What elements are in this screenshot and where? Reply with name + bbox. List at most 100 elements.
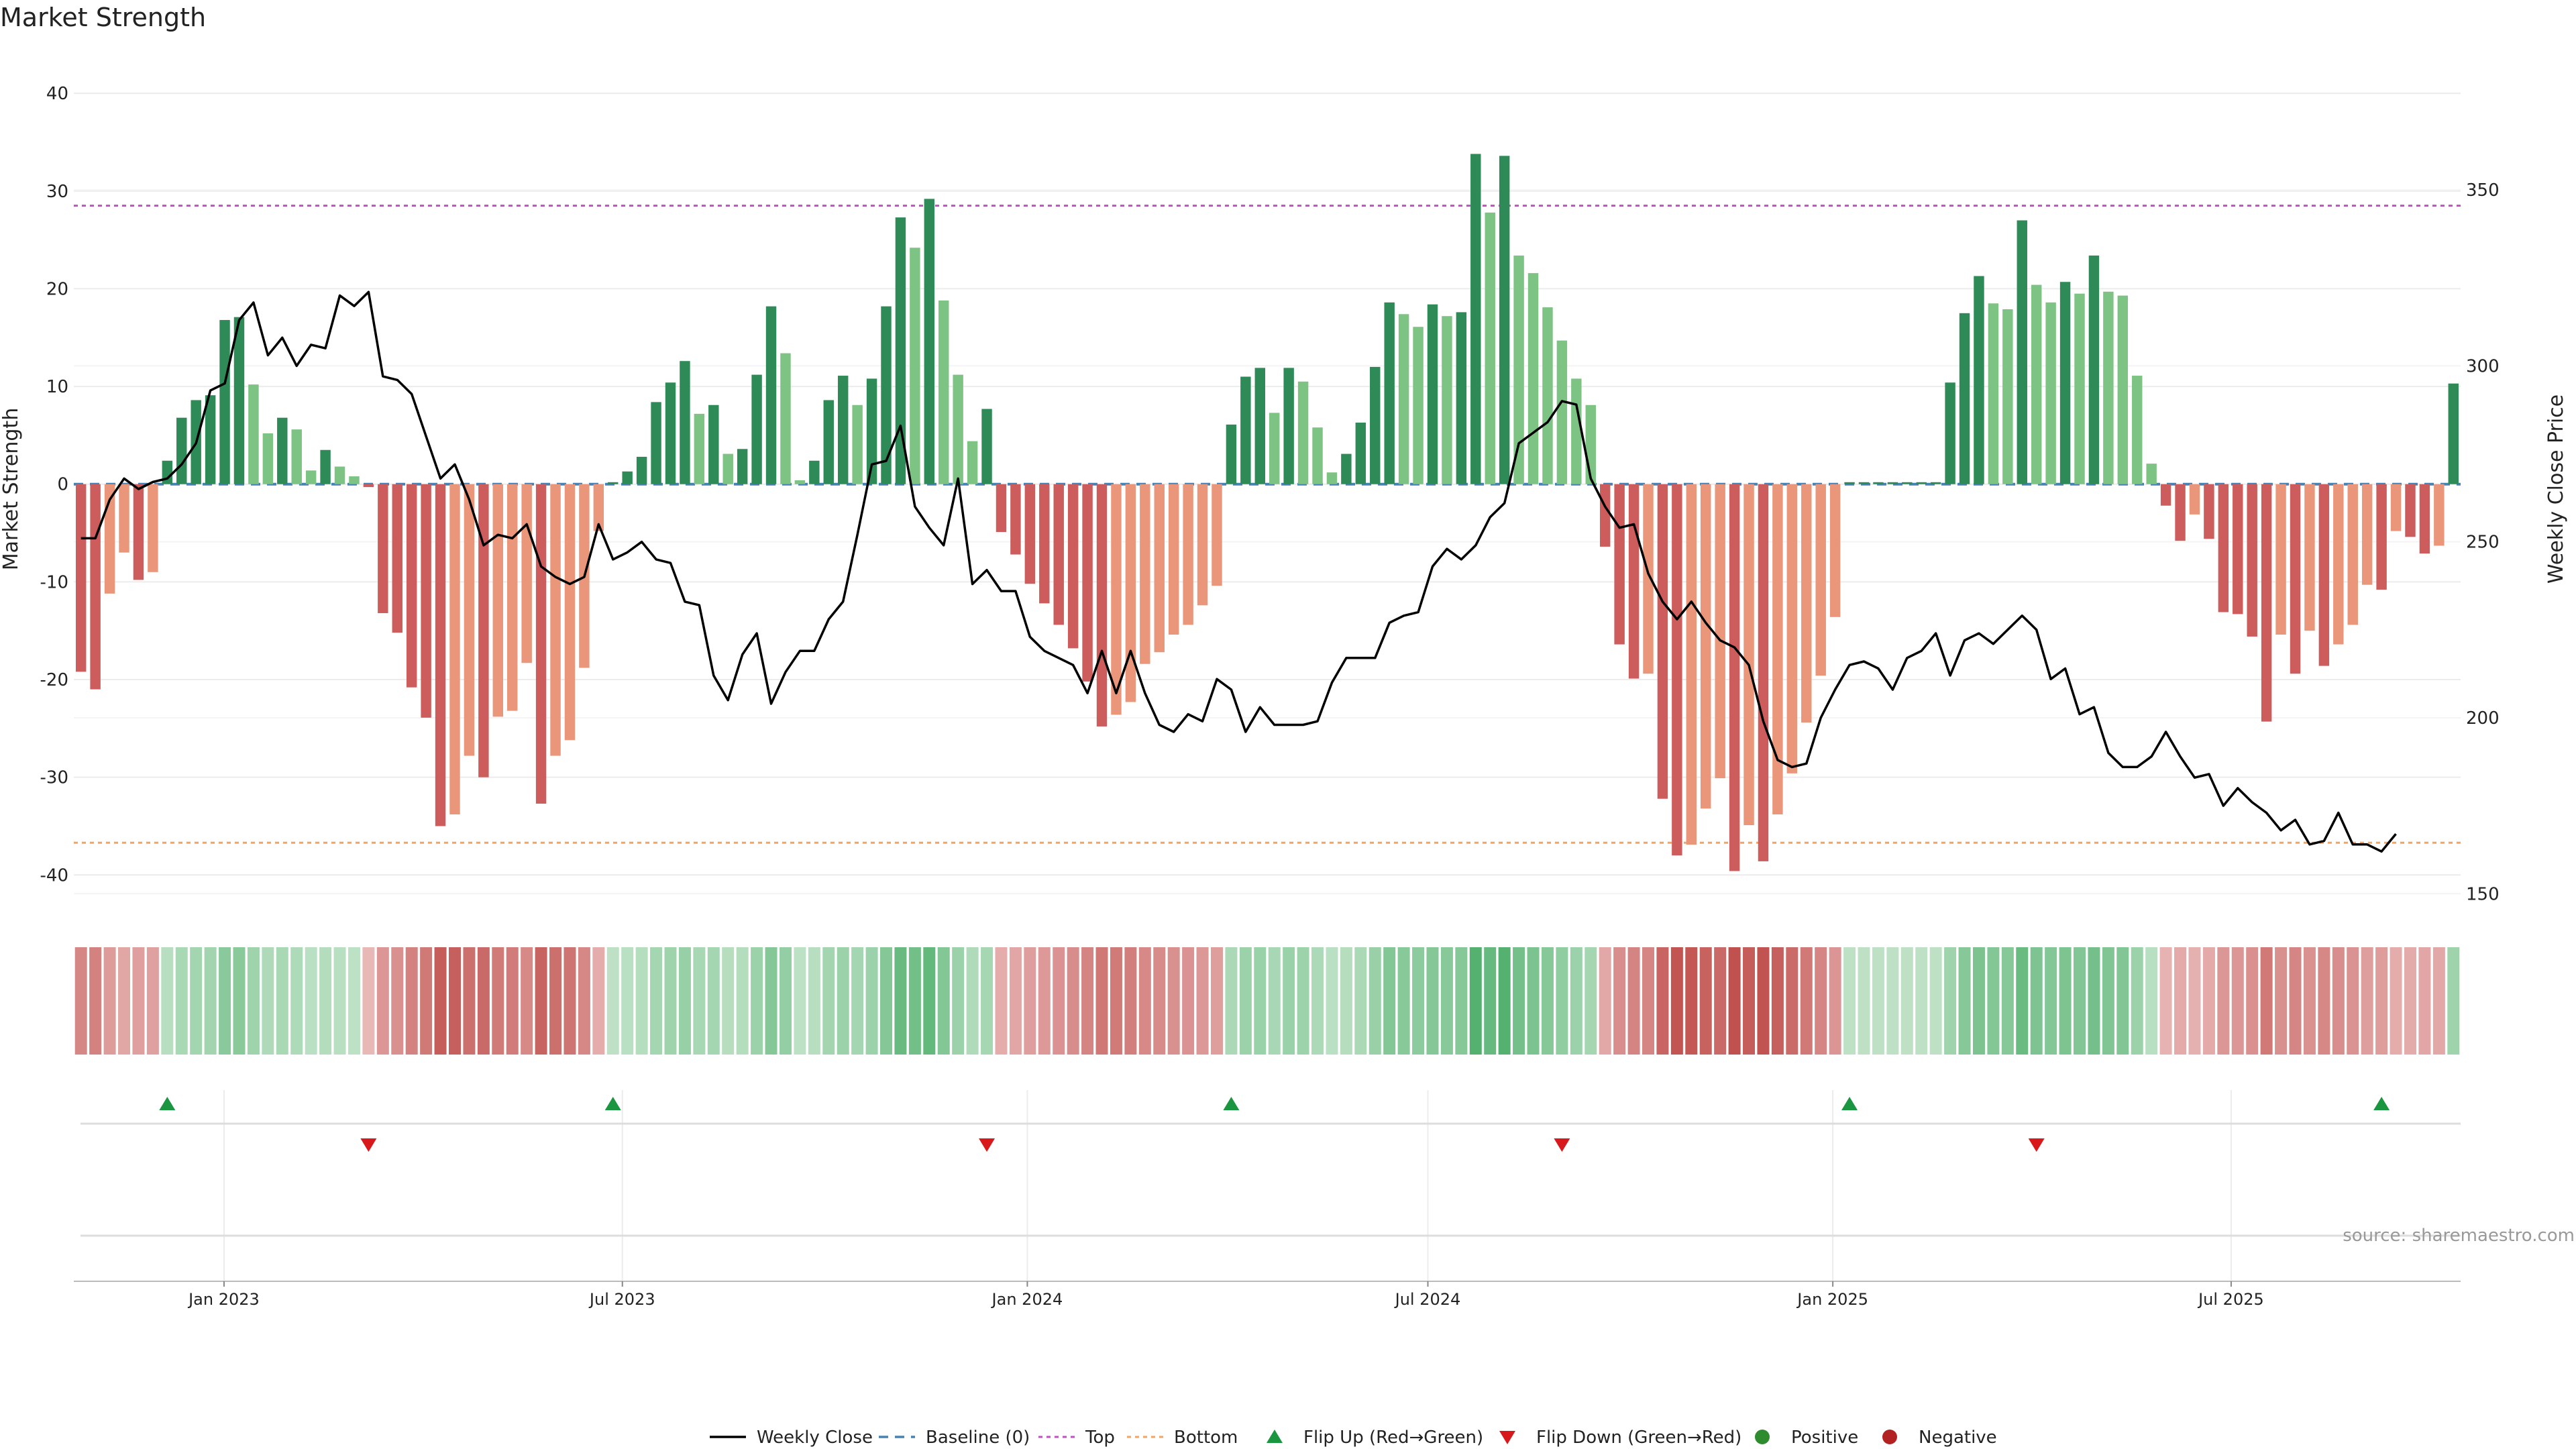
heat-cell [2088, 947, 2100, 1055]
heat-cell [2318, 947, 2330, 1055]
heat-cell [2275, 947, 2288, 1055]
strength-bar [262, 433, 274, 484]
strength-bar [1413, 327, 1424, 484]
strength-bar [2304, 484, 2315, 631]
heat-cell [492, 947, 504, 1055]
y-tick-label: -10 [40, 572, 68, 592]
y-tick-label: -40 [40, 865, 68, 885]
legend-label: Flip Down (Green→Red) [1536, 1428, 1741, 1448]
heat-cell [1513, 947, 1525, 1055]
heat-cell [1254, 947, 1267, 1055]
heat-cell [175, 947, 188, 1055]
heat-cell [808, 947, 820, 1055]
strength-bar [90, 484, 101, 690]
strength-bar [2059, 282, 2071, 484]
heat-cell [1685, 947, 1698, 1055]
y-tick-label: 10 [46, 377, 68, 397]
strength-bar [349, 476, 360, 484]
heat-cell [333, 947, 346, 1055]
strength-bar [507, 484, 518, 711]
strength-bar [1902, 482, 1913, 484]
strength-bar [1988, 303, 1999, 484]
heat-cell [1858, 947, 1870, 1055]
strength-bar [651, 402, 661, 484]
strength-bar [162, 460, 173, 484]
legend-item: Top [1038, 1428, 1115, 1448]
heat-cell [1182, 947, 1195, 1055]
heat-cell [2030, 947, 2043, 1055]
strength-bar [1427, 304, 1438, 484]
strength-bar [1240, 376, 1251, 484]
strength-bar [2088, 255, 2100, 484]
heat-cell [290, 947, 303, 1055]
heat-cell [751, 947, 763, 1055]
y2-tick-label: 300 [2466, 356, 2500, 376]
y-tick-label: -30 [40, 768, 68, 788]
heat-cell [1886, 947, 1899, 1055]
heat-cell [1283, 947, 1295, 1055]
heat-cell [1153, 947, 1166, 1055]
heat-cell [908, 947, 921, 1055]
legend-swatch [1882, 1430, 1897, 1444]
strength-bar [148, 484, 158, 572]
heat-cell [1613, 947, 1626, 1055]
heat-cell [204, 947, 217, 1055]
heat-cell [765, 947, 777, 1055]
flip-up-marker [604, 1097, 621, 1110]
heat-cell [2418, 947, 2431, 1055]
heat-cell [1800, 947, 1813, 1055]
heat-cell [276, 947, 288, 1055]
heat-cell [1786, 947, 1799, 1055]
flip-up-marker [159, 1097, 176, 1110]
strength-bar [119, 484, 129, 553]
heat-cell [664, 947, 677, 1055]
heat-cell [880, 947, 893, 1055]
strength-bar [2333, 484, 2344, 645]
strength-bar [521, 484, 532, 663]
strength-bar [334, 466, 345, 484]
heat-cell [1484, 947, 1497, 1055]
strength-bar [852, 405, 863, 484]
legend-label: Flip Up (Red→Green) [1303, 1428, 1483, 1448]
strength-bar [1715, 484, 1725, 779]
weekly-close-line [80, 290, 2397, 853]
heat-cell [103, 947, 116, 1055]
strength-bar [1974, 276, 1984, 484]
strength-bar [1801, 484, 1812, 723]
heat-cell [2102, 947, 2114, 1055]
heat-cell [1340, 947, 1352, 1055]
strength-bar [1571, 378, 1582, 484]
strength-bar [1614, 484, 1625, 645]
y-tick-label: 30 [46, 182, 68, 202]
strength-bar [1815, 484, 1826, 676]
heat-cell [1081, 947, 1094, 1055]
strength-bar [1873, 482, 1884, 484]
strength-bar [981, 409, 992, 484]
strength-bar [1513, 255, 1524, 484]
heat-cell [1872, 947, 1884, 1055]
strength-bar [1758, 484, 1769, 861]
heat-cell [1326, 947, 1338, 1055]
legend-label: Top [1085, 1428, 1115, 1448]
heat-cell [1268, 947, 1281, 1055]
strength-bar [2448, 383, 2459, 484]
strength-bar [1643, 484, 1654, 674]
heat-cell [2045, 947, 2057, 1055]
strength-bar [277, 417, 288, 484]
strength-bar [378, 484, 388, 613]
heat-cell [1728, 947, 1741, 1055]
heat-cell [621, 947, 634, 1055]
strength-bar [492, 484, 504, 717]
strength-bar [953, 374, 963, 484]
heat-cell [535, 947, 547, 1055]
strength-bar [1212, 484, 1222, 586]
strength-bar [2434, 484, 2445, 546]
heat-cell [894, 947, 907, 1055]
strength-bar [1786, 484, 1798, 773]
heat-cell [2001, 947, 2014, 1055]
flip-down-marker [979, 1138, 996, 1152]
heat-cell [2131, 947, 2143, 1055]
strength-bar [478, 484, 489, 777]
y-tick-label: -20 [40, 670, 68, 690]
heat-cell [1829, 947, 1841, 1055]
